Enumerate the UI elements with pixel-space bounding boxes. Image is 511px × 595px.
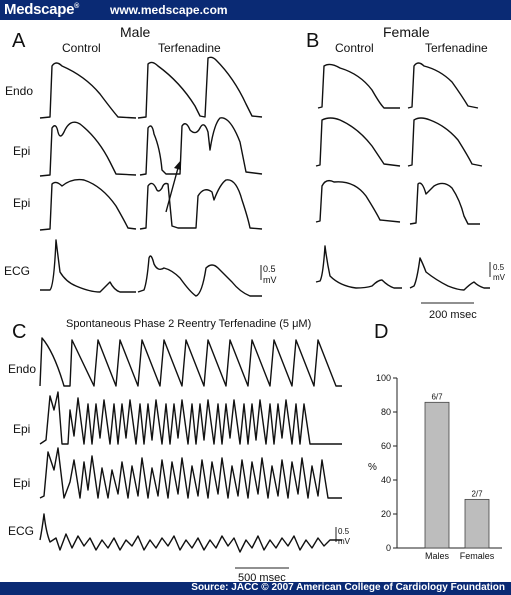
trace-b-ecg-drug	[409, 257, 490, 291]
panel-d-ytick-label-40: 40	[381, 475, 391, 485]
panel-c-time-scale-label: 500 msec	[238, 572, 286, 582]
panel-a-voltage-scale: 0.5 mV	[260, 264, 277, 285]
trace-b-endo-control	[317, 63, 400, 109]
panel-d-bar-females	[464, 498, 490, 549]
panel-d-category-males: Males	[425, 551, 450, 561]
header-bar: Medscape® www.medscape.com	[0, 0, 511, 20]
panel-d-ytick-label-60: 60	[381, 441, 391, 451]
panel-b-voltage-scale: 0.5 mV	[489, 262, 506, 282]
trace-c-epi2	[39, 447, 342, 499]
panel-d-chart: 0 20 40 60 80 100 6/7 Males 2/7 Females	[376, 373, 502, 561]
panel-c-voltage-scale: 0.5 mV	[335, 527, 351, 546]
trace-c-ecg	[39, 513, 342, 553]
trace-b-ecg-control	[315, 245, 402, 289]
panel-a-row-epi2: Epi	[13, 196, 30, 210]
panel-d-category-females: Females	[460, 551, 495, 561]
panel-c-time-scale: 500 msec	[235, 567, 289, 582]
panel-b-traces	[315, 62, 490, 291]
trace-a-arrow	[165, 167, 179, 213]
panel-c-traces	[39, 337, 342, 553]
panel-c-row-endo: Endo	[8, 362, 36, 376]
panel-c-letter: C	[12, 321, 26, 343]
panel-c-title: Spontaneous Phase 2 Reentry Terfenadine …	[66, 318, 311, 330]
panel-b-drug-label: Terfenadine	[425, 41, 488, 55]
panel-b-scale-unit: mV	[493, 273, 506, 282]
panel-a-drug-label: Terfenadine	[158, 41, 221, 55]
panel-b-time-scale-label: 200 msec	[429, 309, 477, 321]
panel-b-letter: B	[306, 30, 319, 52]
panel-a-letter: A	[12, 30, 26, 52]
panel-a-scale-value: 0.5	[263, 264, 276, 274]
trace-b-epi2-drug	[409, 182, 480, 225]
panel-d-ytick-label-20: 20	[381, 509, 391, 519]
panel-a-title: Male	[120, 24, 151, 40]
panel-a-control-label: Control	[62, 41, 101, 55]
panel-c-scale-unit: mV	[338, 537, 351, 546]
panel-c-row-epi1: Epi	[13, 422, 30, 436]
trace-c-endo	[39, 337, 342, 387]
trace-a-endo-control	[39, 62, 137, 119]
site-url[interactable]: www.medscape.com	[110, 3, 228, 17]
panel-c-scale-value: 0.5	[338, 527, 350, 536]
panel-d-bar-males	[424, 401, 450, 549]
trace-a-arrowhead	[174, 160, 181, 170]
brand-logo[interactable]: Medscape®	[4, 1, 79, 18]
panel-d-ylabel: %	[368, 462, 377, 473]
trace-a-epi2-control	[39, 178, 137, 231]
footer-bar: Source: JACC © 2007 American College of …	[0, 582, 511, 595]
figure: A Male Control Terfenadine Endo Epi Epi …	[4, 24, 506, 582]
trace-b-epi1-control	[315, 117, 401, 167]
panel-d-letter: D	[374, 321, 388, 343]
panel-d-data-label-females: 2/7	[471, 489, 483, 498]
trace-a-endo-drug	[137, 56, 263, 119]
panel-a-traces	[39, 56, 263, 297]
panel-d-ytick-label-80: 80	[381, 407, 391, 417]
trace-a-epi1-drug	[139, 117, 263, 176]
trace-b-endo-drug	[407, 62, 479, 109]
panel-d-data-label-males: 6/7	[431, 392, 443, 401]
panel-d-ytick-label-0: 0	[386, 543, 391, 553]
trace-b-epi1-drug	[407, 117, 483, 167]
trace-c-epi1	[39, 391, 342, 445]
trace-a-epi2-drug	[139, 179, 263, 230]
panel-a-row-ecg: ECG	[4, 264, 30, 278]
trace-a-ecg-drug	[137, 255, 262, 297]
panel-d-ytick-label-100: 100	[376, 373, 391, 383]
source-credit: Source: JACC © 2007 American College of …	[191, 582, 505, 593]
panel-a-scale-unit: mV	[263, 275, 277, 285]
panel-c-row-ecg: ECG	[8, 524, 34, 538]
trace-b-epi2-control	[315, 179, 401, 223]
panel-b-scale-value: 0.5	[493, 263, 505, 272]
panel-a-row-endo: Endo	[5, 84, 33, 98]
trace-a-ecg-control	[40, 239, 136, 293]
panel-b-time-scale: 200 msec	[421, 302, 477, 321]
panel-b-title: Female	[383, 24, 430, 40]
trace-a-epi1-control	[39, 121, 137, 177]
panel-c-row-epi2: Epi	[13, 476, 30, 490]
panel-b-control-label: Control	[335, 41, 374, 55]
panel-a-row-epi1: Epi	[13, 144, 30, 158]
